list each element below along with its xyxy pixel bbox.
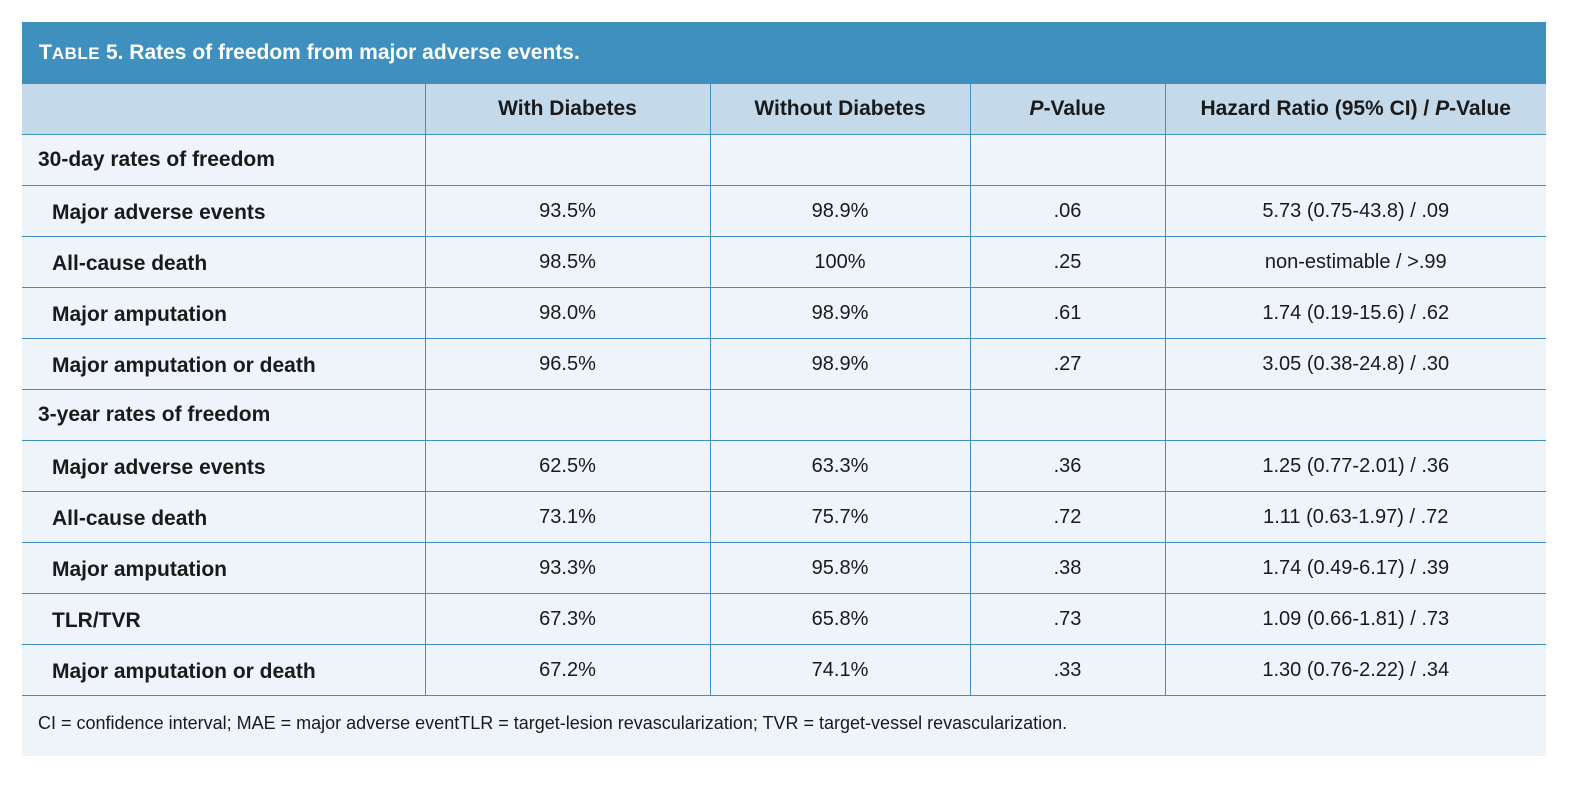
section-empty-cell — [1164, 389, 1546, 441]
row-label: Major adverse events — [52, 456, 266, 479]
row-label-cell: Major adverse events — [22, 185, 425, 237]
row-label-cell: All-cause death — [22, 491, 425, 543]
title-text: 5. Rates of freedom from major adverse e… — [100, 41, 580, 64]
table-row: Major amputation or death 67.2% 74.1% .33 1.… — [22, 644, 1546, 696]
cell-hazard-ratio: 1.09 (0.66-1.81) / .73 — [1164, 593, 1546, 645]
cell-without-diabetes: 98.9% — [709, 287, 970, 339]
row-label: All-cause death — [52, 252, 208, 275]
table-row: Major adverse events 93.5% 98.9% .06 5.73 (0… — [22, 185, 1546, 237]
cell-hazard-ratio: 5.73 (0.75-43.8) / .09 — [1164, 185, 1546, 237]
title-prefix-big: T — [39, 41, 52, 64]
cell-hazard-ratio: 1.74 (0.49-6.17) / .39 — [1164, 542, 1546, 594]
header-p-rest: -Value — [1043, 97, 1106, 120]
header-without-diabetes: Without Diabetes — [709, 84, 970, 135]
table-row: All-cause death 98.5% 100% .25 non-estimable… — [22, 236, 1546, 288]
cell-p-value: .06 — [969, 185, 1165, 237]
table-footnote: CI = confidence interval; MAE = major ad… — [38, 713, 1068, 733]
table-title: TABLE 5. Rates of freedom from major adv… — [39, 41, 580, 65]
header-p-italic: P — [1029, 97, 1044, 120]
cell-with-diabetes: 98.0% — [424, 287, 710, 339]
table-row: Major adverse events 62.5% 63.3% .36 1.25 (0… — [22, 440, 1546, 492]
section-empty-cell — [424, 134, 710, 186]
section-empty-cell — [424, 389, 710, 441]
section-empty-cell — [709, 134, 970, 186]
results-table: With Diabetes Without Diabetes P-Value H… — [22, 84, 1546, 696]
row-label: TLR/TVR — [52, 609, 141, 632]
table-row: Major amputation or death 96.5% 98.9% .27 3.… — [22, 338, 1546, 390]
cell-without-diabetes: 74.1% — [709, 644, 970, 696]
header-empty — [22, 84, 425, 135]
row-label: Major amputation — [52, 558, 228, 581]
section-empty-cell — [709, 389, 970, 441]
cell-hazard-ratio: non-estimable / >.99 — [1164, 236, 1546, 288]
row-label: Major adverse events — [52, 201, 266, 224]
row-label-cell: Major amputation or death — [22, 644, 425, 696]
table-row: Major amputation 93.3% 95.8% .38 1.74 (0.49-… — [22, 542, 1546, 594]
cell-hazard-ratio: 1.25 (0.77-2.01) / .36 — [1164, 440, 1546, 492]
cell-hazard-ratio: 3.05 (0.38-24.8) / .30 — [1164, 338, 1546, 390]
cell-with-diabetes: 62.5% — [424, 440, 710, 492]
table-row: TLR/TVR 67.3% 65.8% .73 1.09 (0.66-1.81) / .… — [22, 593, 1546, 645]
cell-with-diabetes: 67.2% — [424, 644, 710, 696]
cell-with-diabetes: 67.3% — [424, 593, 710, 645]
cell-without-diabetes: 98.9% — [709, 185, 970, 237]
section-label: 3-year rates of freedom — [22, 389, 425, 441]
row-label-cell: Major amputation or death — [22, 338, 425, 390]
row-label-cell: All-cause death — [22, 236, 425, 288]
header-with-diabetes: With Diabetes — [424, 84, 710, 135]
cell-with-diabetes: 93.5% — [424, 185, 710, 237]
row-label: Major amputation or death — [52, 660, 316, 683]
row-label-cell: Major amputation — [22, 287, 425, 339]
row-label: Major amputation or death — [52, 354, 316, 377]
cell-p-value: .38 — [969, 542, 1165, 594]
table-row: Major amputation 98.0% 98.9% .61 1.74 (0.19-… — [22, 287, 1546, 339]
cell-with-diabetes: 93.3% — [424, 542, 710, 594]
cell-p-value: .72 — [969, 491, 1165, 543]
cell-p-value: .36 — [969, 440, 1165, 492]
header-p-value: P-Value — [969, 84, 1165, 135]
row-label: Major amputation — [52, 303, 228, 326]
cell-p-value: .27 — [969, 338, 1165, 390]
cell-hazard-ratio: 1.30 (0.76-2.22) / .34 — [1164, 644, 1546, 696]
cell-without-diabetes: 98.9% — [709, 338, 970, 390]
title-prefix-small: ABLE — [51, 44, 101, 63]
cell-p-value: .33 — [969, 644, 1165, 696]
section-empty-cell — [969, 389, 1165, 441]
section-label: 30-day rates of freedom — [22, 134, 425, 186]
cell-p-value: .73 — [969, 593, 1165, 645]
header-row: With Diabetes Without Diabetes P-Value H… — [22, 84, 1546, 135]
row-label: All-cause death — [52, 507, 208, 530]
section-empty-cell — [1164, 134, 1546, 186]
cell-without-diabetes: 63.3% — [709, 440, 970, 492]
cell-hazard-ratio: 1.74 (0.19-15.6) / .62 — [1164, 287, 1546, 339]
section-empty-cell — [969, 134, 1165, 186]
header-hr-rest: -Value — [1449, 97, 1511, 120]
cell-p-value: .61 — [969, 287, 1165, 339]
table-body: 30-day rates of freedom Major adverse eve… — [22, 134, 1546, 696]
header-hazard-ratio: Hazard Ratio (95% CI) / P-Value — [1164, 84, 1546, 135]
table-row: All-cause death 73.1% 75.7% .72 1.11 (0.63-1… — [22, 491, 1546, 543]
cell-with-diabetes: 73.1% — [424, 491, 710, 543]
cell-without-diabetes: 95.8% — [709, 542, 970, 594]
row-label-cell: Major amputation — [22, 542, 425, 594]
header-hr-italic: P — [1435, 97, 1450, 120]
cell-with-diabetes: 96.5% — [424, 338, 710, 390]
row-label-cell: TLR/TVR — [22, 593, 425, 645]
cell-p-value: .25 — [969, 236, 1165, 288]
table-title-bar: TABLE 5. Rates of freedom from major adv… — [22, 22, 1546, 84]
header-hr-pre: Hazard Ratio (95% CI) / — [1200, 97, 1436, 120]
cell-without-diabetes: 65.8% — [709, 593, 970, 645]
cell-hazard-ratio: 1.11 (0.63-1.97) / .72 — [1164, 491, 1546, 543]
cell-without-diabetes: 75.7% — [709, 491, 970, 543]
section-row: 3-year rates of freedom — [22, 389, 1546, 441]
section-row: 30-day rates of freedom — [22, 134, 1546, 186]
cell-without-diabetes: 100% — [709, 236, 970, 288]
row-label-cell: Major adverse events — [22, 440, 425, 492]
data-table-card: TABLE 5. Rates of freedom from major adv… — [22, 22, 1546, 756]
cell-with-diabetes: 98.5% — [424, 236, 710, 288]
